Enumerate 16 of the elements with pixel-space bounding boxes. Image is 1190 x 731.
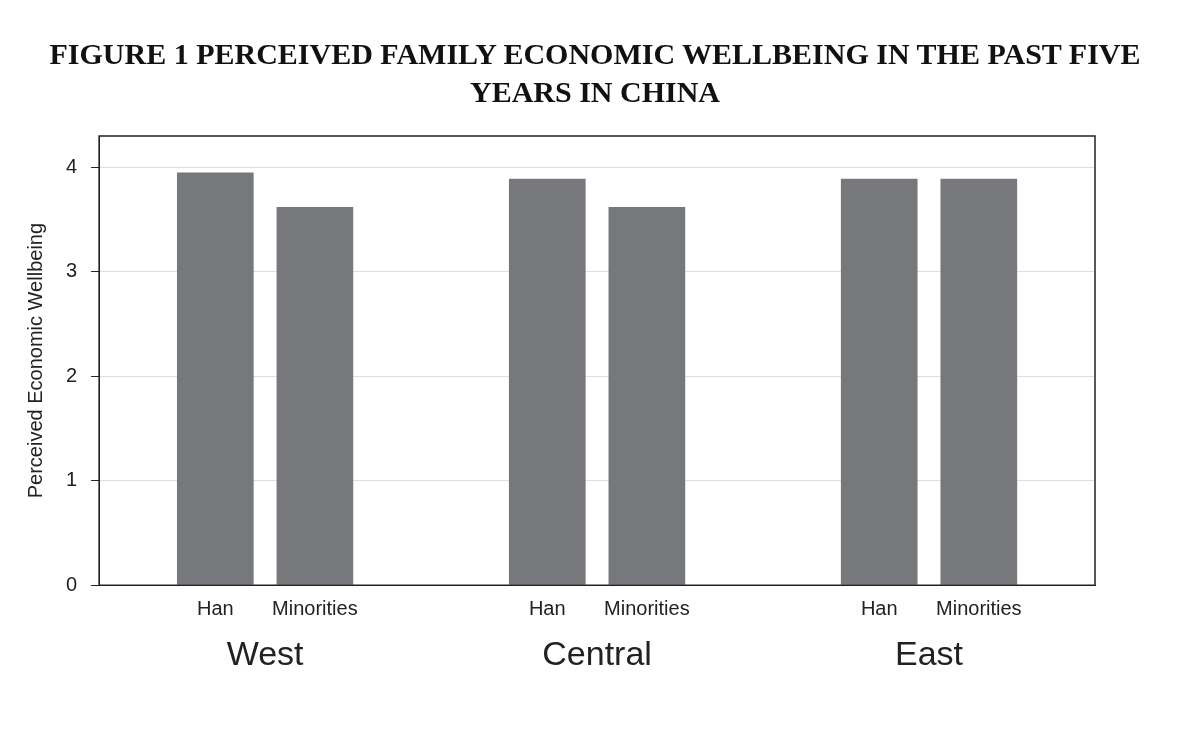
- y-axis-title: Perceived Economic Wellbeing: [23, 222, 46, 499]
- x-tick-label: Central: [542, 633, 652, 672]
- series-label: Han: [196, 596, 234, 619]
- text: Han: [860, 596, 898, 619]
- y-tick-label: 1: [66, 468, 78, 491]
- series-label: Minorities: [604, 596, 690, 619]
- text: Minorities: [936, 596, 1022, 619]
- y-tick-label: 3: [66, 259, 78, 282]
- x-tick-label: East: [895, 633, 964, 672]
- y-tick-label: 2: [66, 363, 78, 386]
- chart-title: FIGURE 1 PERCEIVED FAMILY ECONOMIC WELLBEING IN THE PAST FIVE YEARS IN CHINA: [48, 36, 1142, 110]
- x-tick-label: West: [226, 633, 305, 672]
- y-tick-label: 4: [66, 154, 78, 177]
- text: Minorities: [272, 596, 358, 619]
- text: Han: [528, 596, 566, 619]
- y-tick-label: 0: [66, 572, 78, 595]
